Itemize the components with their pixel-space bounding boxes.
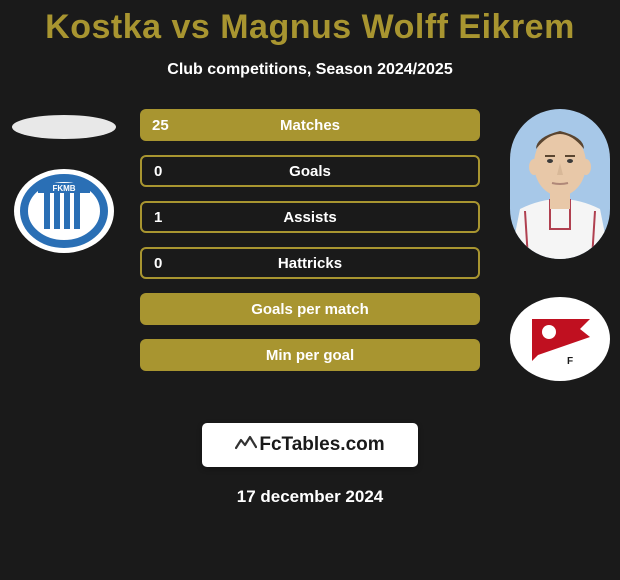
stat-value-left: 1 (154, 209, 162, 226)
stat-value-left: 25 (152, 117, 169, 134)
club-right-logo: F (510, 297, 610, 381)
brand-badge: FcTables.com (202, 423, 418, 467)
player-right-photo-svg (510, 109, 610, 259)
stat-bar: 25Matches (140, 109, 480, 141)
stat-bar: 0Hattricks (140, 247, 480, 279)
stat-bar: 0Goals (140, 155, 480, 187)
stat-value-left: 0 (154, 255, 162, 272)
stat-label: Matches (140, 117, 480, 134)
stat-label: Goals (142, 163, 478, 180)
page-title: Kostka vs Magnus Wolff Eikrem (0, 0, 620, 47)
main-row: FKMB 25Matches0Goals1Assists0HattricksGo… (0, 109, 620, 409)
stat-label: Goals per match (140, 301, 480, 318)
stat-label: Hattricks (142, 255, 478, 272)
stat-bar: Min per goal (140, 339, 480, 371)
player-left-photo (12, 115, 116, 139)
club-left-logo: FKMB (14, 169, 114, 253)
player-right-photo (510, 109, 610, 259)
stats-column: 25Matches0Goals1Assists0HattricksGoals p… (140, 109, 480, 385)
club-left-logo-svg: FKMB (14, 169, 114, 253)
stat-bar: Goals per match (140, 293, 480, 325)
stat-bar: 1Assists (140, 201, 480, 233)
stat-label: Assists (142, 209, 478, 226)
club-right-caption: F (567, 356, 573, 367)
club-right-logo-svg: F (510, 297, 610, 381)
left-player-column: FKMB (8, 109, 120, 253)
club-left-text: FKMB (52, 184, 75, 193)
date-line: 17 december 2024 (0, 487, 620, 507)
comparison-infographic: Kostka vs Magnus Wolff Eikrem Club compe… (0, 0, 620, 580)
stat-value-left: 0 (154, 163, 162, 180)
right-player-column: F (500, 109, 620, 381)
subtitle: Club competitions, Season 2024/2025 (0, 61, 620, 79)
stat-label: Min per goal (140, 347, 480, 364)
brand-text: FcTables.com (259, 434, 384, 456)
brand-icon (235, 434, 257, 457)
